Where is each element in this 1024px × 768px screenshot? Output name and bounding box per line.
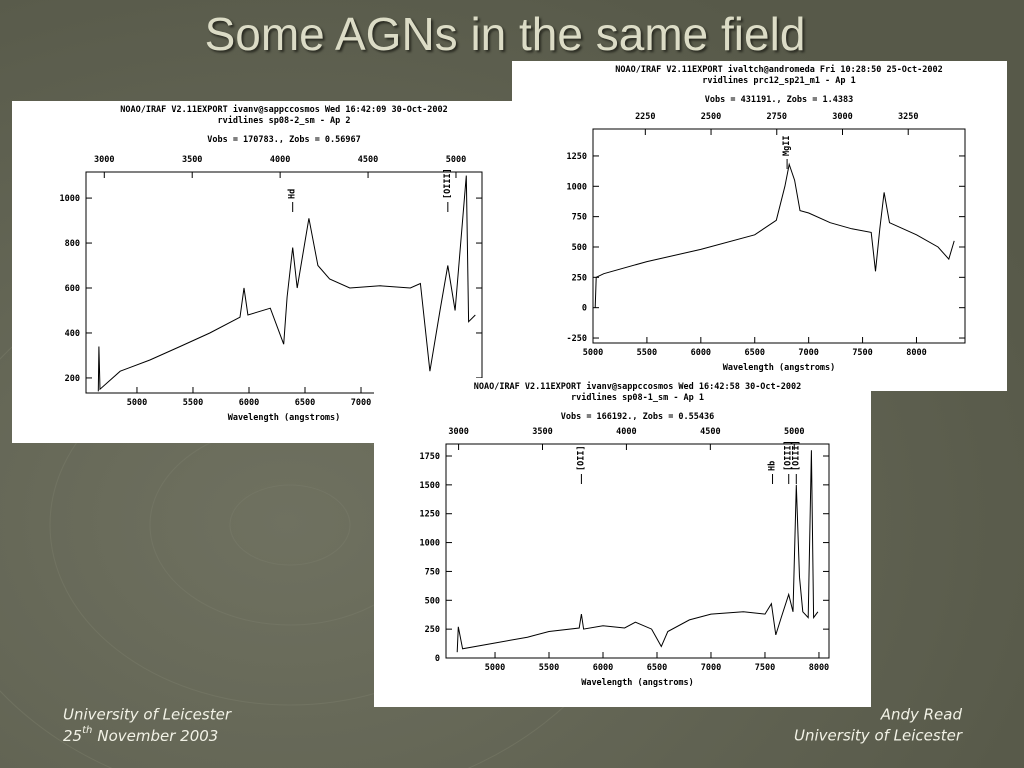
y-tick-label: 500 — [425, 596, 440, 606]
footer-author: Andy Read — [880, 706, 963, 724]
spectrum-panel: NOAO/IRAF V2.11EXPORT ivaltch@andromeda … — [512, 61, 1007, 391]
x2-tick-label: 2750 — [767, 112, 787, 122]
x2-tick-label: 3250 — [898, 112, 918, 122]
x2-tick-label: 3500 — [182, 155, 202, 165]
x-tick-label: 6000 — [593, 663, 613, 673]
y-tick-label: 1000 — [60, 194, 80, 204]
plot-frame — [592, 128, 966, 344]
spectrum-line — [97, 175, 476, 392]
y-tick-label: 1000 — [567, 182, 587, 192]
x-tick-label: 7000 — [701, 663, 721, 673]
y-tick-label: 1250 — [567, 152, 587, 162]
x-tick-label: 6500 — [295, 398, 315, 408]
x-tick-label: 5500 — [539, 663, 559, 673]
panel-subtitle: rvidlines prc12_sp21_m1 - Ap 1 — [702, 75, 856, 86]
y-tick-label: 1000 — [420, 539, 440, 549]
x-tick-label: 6000 — [691, 348, 711, 358]
x2-tick-label: 4500 — [700, 427, 720, 437]
x2-tick-label: 3500 — [532, 427, 552, 437]
y-tick-label: 0 — [582, 304, 587, 314]
panel-caption: Vobs = 166192., Zobs = 0.55436 — [561, 412, 715, 422]
line-label: [OIII] — [443, 168, 453, 199]
x2-tick-label: 3000 — [448, 427, 468, 437]
x2-tick-label: 3000 — [94, 155, 114, 165]
x-tick-label: 5500 — [183, 398, 203, 408]
x-tick-label: 6500 — [744, 348, 764, 358]
panel-title: NOAO/IRAF V2.11EXPORT ivaltch@andromeda … — [615, 64, 943, 75]
x-tick-label: 5500 — [637, 348, 657, 358]
charts: NOAO/IRAF V2.11EXPORT ivanv@sappccosmos … — [12, 61, 1007, 707]
line-label: [OIII] — [784, 440, 794, 471]
line-label: MgII — [782, 136, 792, 156]
x-tick-label: 7000 — [351, 398, 371, 408]
x-tick-label: 8000 — [906, 348, 926, 358]
x2-tick-label: 4000 — [270, 155, 290, 165]
y-tick-label: 750 — [425, 567, 440, 577]
y-tick-label: 1500 — [420, 481, 440, 491]
y-tick-label: 250 — [572, 273, 587, 283]
panel-subtitle: rvidlines sp08-2_sm - Ap 2 — [217, 115, 350, 126]
spectrum-panel: NOAO/IRAF V2.11EXPORT ivanv@sappccosmos … — [374, 378, 871, 707]
plot-frame — [85, 171, 483, 394]
date-rest: November 2003 — [97, 727, 218, 745]
x-tick-label: 7500 — [755, 663, 775, 673]
spectrum-panel: NOAO/IRAF V2.11EXPORT ivanv@sappccosmos … — [12, 101, 512, 443]
x2-tick-label: 5000 — [784, 427, 804, 437]
y-tick-label: -250 — [567, 334, 587, 344]
x2-tick-label: 2250 — [635, 112, 655, 122]
footer-date: 25th November 2003 — [63, 725, 218, 745]
y-tick-label: 500 — [572, 243, 587, 253]
panel-title: NOAO/IRAF V2.11EXPORT ivanv@sappccosmos … — [120, 104, 448, 115]
panel-caption: Vobs = 431191., Zobs = 1.4383 — [705, 95, 853, 105]
x-tick-label: 6000 — [239, 398, 259, 408]
x2-tick-label: 5000 — [446, 155, 466, 165]
panel-title: NOAO/IRAF V2.11EXPORT ivanv@sappccosmos … — [474, 381, 802, 392]
x-tick-label: 7000 — [798, 348, 818, 358]
date-suffix: th — [82, 725, 92, 736]
x-tick-label: 5000 — [127, 398, 147, 408]
plot-frame — [445, 443, 830, 659]
y-tick-label: 600 — [65, 284, 80, 294]
date-day: 25 — [63, 727, 82, 745]
x-tick-label: 7500 — [852, 348, 872, 358]
y-tick-label: 750 — [572, 213, 587, 223]
x2-tick-label: 2500 — [701, 112, 721, 122]
panel-subtitle: rvidlines sp08-1_sm - Ap 1 — [571, 392, 704, 403]
y-tick-label: 1750 — [420, 452, 440, 462]
x-tick-label: 6500 — [647, 663, 667, 673]
x-axis-label: Wavelength (angstroms) — [581, 678, 694, 688]
x2-tick-label: 4500 — [358, 155, 378, 165]
footer-institution: University of Leicester — [794, 727, 963, 745]
y-tick-label: 200 — [65, 374, 80, 384]
x2-tick-label: 4000 — [616, 427, 636, 437]
x-tick-label: 5000 — [583, 348, 603, 358]
x-tick-label: 5000 — [485, 663, 505, 673]
y-tick-label: 0 — [435, 654, 440, 664]
y-tick-label: 800 — [65, 239, 80, 249]
x-axis-label: Wavelength (angstroms) — [228, 413, 341, 423]
line-label: [OIII] — [791, 440, 801, 471]
line-label: Hb — [768, 461, 778, 471]
x2-tick-label: 3000 — [832, 112, 852, 122]
y-tick-label: 1250 — [420, 510, 440, 520]
footer-left: University of Leicester — [63, 706, 232, 724]
spectrum-line — [456, 450, 819, 653]
x-axis-label: Wavelength (angstroms) — [723, 363, 836, 373]
panel-caption: Vobs = 170783., Zobs = 0.56967 — [207, 135, 361, 145]
slide-title: Some AGNs in the same field — [205, 8, 806, 60]
spectrum-line — [594, 162, 955, 308]
panel-background — [512, 61, 1007, 391]
x-tick-label: 8000 — [809, 663, 829, 673]
y-tick-label: 400 — [65, 329, 80, 339]
line-label: [OII] — [576, 445, 586, 471]
line-label: Hd — [288, 189, 298, 199]
y-tick-label: 250 — [425, 625, 440, 635]
